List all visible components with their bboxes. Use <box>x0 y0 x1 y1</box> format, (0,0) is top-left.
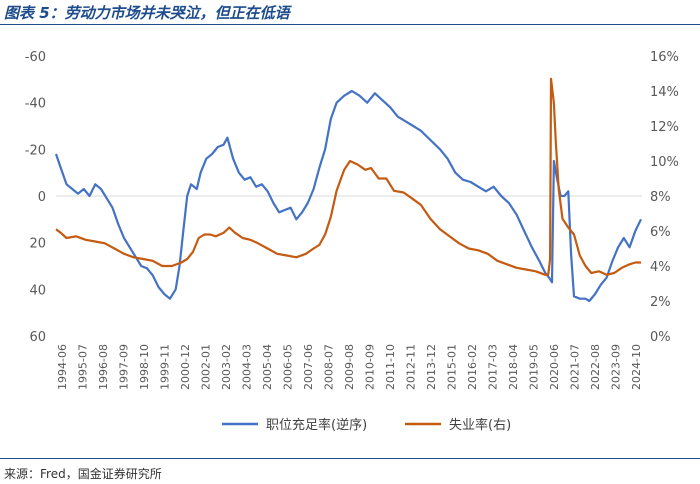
x-tick-label: 1998-10 <box>138 344 151 390</box>
right-tick-label: 16% <box>650 50 679 65</box>
x-tick-label: 1997-09 <box>118 344 131 390</box>
x-tick-label: 1995-07 <box>77 344 90 390</box>
legend: 职位充足率(逆序) 失业率(右) <box>222 417 511 433</box>
x-tick-label: 2018-04 <box>507 344 520 390</box>
footer-divider <box>0 458 700 459</box>
title-divider <box>0 24 700 25</box>
left-tick-label: 40 <box>29 283 46 298</box>
x-tick-label: 2024-10 <box>630 344 643 390</box>
left-tick-label: -60 <box>25 50 46 65</box>
x-tick-label: 1994-06 <box>56 344 69 390</box>
x-tick-label: 2015-01 <box>446 344 459 390</box>
series-group <box>54 77 642 303</box>
x-tick-label: 1999-11 <box>159 344 172 390</box>
x-tick-label: 2010-09 <box>364 344 377 390</box>
left-tick-label: 0 <box>38 190 46 205</box>
x-tick-label: 2003-02 <box>220 344 233 390</box>
x-tick-label: 2006-05 <box>282 344 295 390</box>
legend-label: 职位充足率(逆序) <box>266 417 367 433</box>
x-tick-label: 1996-08 <box>97 344 110 390</box>
x-tick-label: 2022-08 <box>589 344 602 390</box>
right-tick-label: 10% <box>650 155 679 170</box>
left-tick-label: -40 <box>25 97 46 112</box>
legend-label: 失业率(右) <box>449 417 511 433</box>
left-tick-label: 60 <box>29 330 46 345</box>
x-tick-label: 2005-04 <box>261 344 274 390</box>
x-tick-label: 2004-03 <box>241 344 254 390</box>
x-tick-label: 2019-05 <box>528 344 541 390</box>
x-tick-label: 2020-06 <box>548 344 561 390</box>
left-tick-label: 20 <box>29 237 46 252</box>
x-axis: 1994-06 1995-07 1996-08 1997-09 1998-10 1999-… <box>56 344 643 390</box>
left-axis: -60 -40 -20 0 20 40 60 <box>25 50 46 345</box>
x-tick-label: 2012-11 <box>405 344 418 390</box>
x-tick-label: 2000-12 <box>179 344 192 390</box>
x-tick-label: 2008-07 <box>323 344 336 390</box>
right-tick-label: 14% <box>650 85 679 100</box>
x-tick-label: 2017-03 <box>487 344 500 390</box>
x-tick-label: 2009-08 <box>343 344 356 390</box>
left-tick-label: -20 <box>25 143 46 158</box>
x-tick-label: 2011-10 <box>384 344 397 390</box>
x-tick-label: 2016-02 <box>466 344 479 390</box>
x-tick-label: 2023-09 <box>610 344 623 390</box>
right-tick-label: 8% <box>650 190 671 205</box>
x-tick-label: 2007-06 <box>302 344 315 390</box>
series-line-2 <box>55 77 641 276</box>
chart-title: 图表 5：劳动力市场并未哭泣，但正在低语 <box>4 4 290 22</box>
right-tick-label: 12% <box>650 120 679 135</box>
right-tick-label: 6% <box>650 225 671 240</box>
right-axis: 16% 14% 12% 10% 8% 6% 4% 2% 0% <box>650 50 679 345</box>
right-tick-label: 0% <box>650 330 671 345</box>
right-tick-label: 2% <box>650 295 671 310</box>
x-tick-label: 2013-12 <box>425 344 438 390</box>
right-tick-label: 4% <box>650 260 671 275</box>
source-note: 来源：Fred，国金证券研究所 <box>4 467 162 481</box>
x-tick-label: 2002-01 <box>200 344 213 390</box>
x-tick-label: 2021-07 <box>569 344 582 390</box>
